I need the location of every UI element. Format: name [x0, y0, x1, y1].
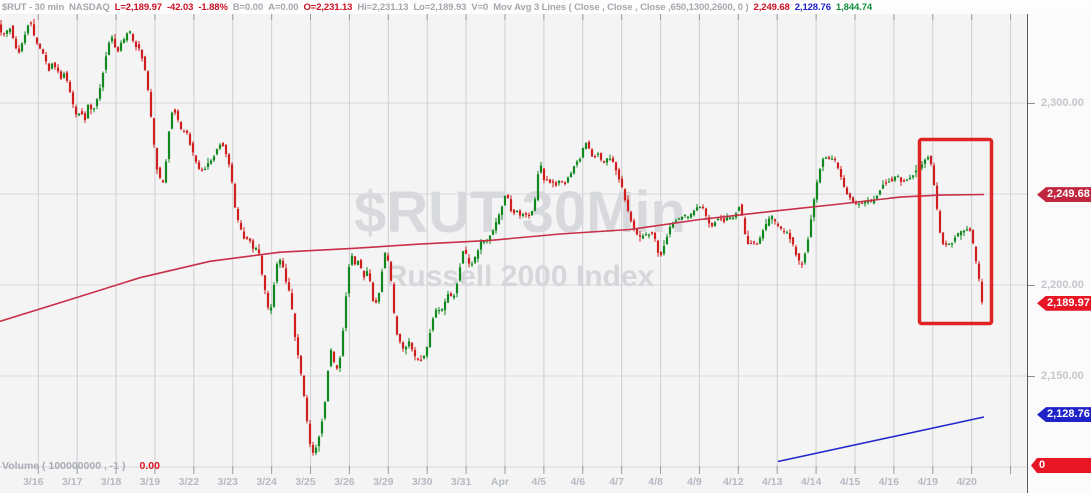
quote-token-6: A=0.00 [268, 1, 299, 13]
quote-token-9: Lo=2,189.93 [413, 1, 467, 13]
quote-token-13: 2,128.76 [794, 1, 831, 13]
quote-token-12: 2,249.68 [753, 1, 790, 13]
volume-label: Volume ( 100000000 , -1 ) [2, 460, 126, 472]
grid-lines [0, 13, 1027, 474]
quote-bar: $RUT - 30 min NASDAQ L=2,189.97 -42.03 -1.88… [0, 0, 1091, 14]
date-label-3-30: 3/30 [411, 476, 433, 488]
quote-token-10: V=0 [471, 1, 489, 13]
quote-token-11: Mov Avg 3 Lines ( Close , Close , Close … [493, 1, 749, 13]
volume-value: 0.00 [139, 460, 160, 472]
date-label-3-22: 3/22 [178, 476, 200, 488]
price-badge-0: 2,249.68 [1037, 187, 1091, 203]
date-label-4-6: 4/6 [570, 476, 586, 488]
price-axis-label-2: 2,150.00 [1041, 369, 1084, 382]
price-axis-label-1: 2,200.00 [1041, 278, 1084, 291]
quote-token-0: $RUT - 30 min [2, 1, 65, 13]
quote-token-5: B=0.00 [232, 1, 264, 13]
date-label-4-14: 4/14 [800, 476, 822, 488]
date-label-3-17: 3/17 [61, 476, 83, 488]
date-label-3-23: 3/23 [217, 476, 238, 488]
quote-token-2: L=2,189.97 [114, 1, 162, 13]
date-label-4-8: 4/8 [648, 476, 663, 488]
date-label-4-9: 4/9 [687, 476, 702, 488]
quote-token-1: NASDAQ [69, 1, 110, 13]
date-label-4-19: 4/19 [917, 476, 938, 488]
date-label-4-20: 4/20 [956, 476, 977, 488]
date-label-3-29: 3/29 [373, 476, 394, 488]
price-tick [1028, 284, 1035, 286]
price-tick [1028, 102, 1035, 104]
date-label-4-13: 4/13 [761, 476, 783, 488]
date-label-4-7: 4/7 [609, 476, 624, 488]
date-label-3-25: 3/25 [295, 476, 316, 488]
date-label-4-15: 4/15 [839, 476, 861, 488]
date-label-3-19: 3/19 [139, 476, 161, 488]
annotation-rectangle [917, 137, 994, 326]
date-label-3-16: 3/16 [23, 476, 44, 488]
price-badge-2: 2,128.76 [1037, 407, 1091, 423]
date-label-3-18: 3/18 [100, 476, 122, 488]
quote-token-4: -1.88% [198, 1, 228, 13]
volume-axis-badge: 0 [1031, 458, 1091, 473]
date-label-3-31: 3/31 [450, 476, 472, 488]
price-tick [1028, 375, 1035, 377]
date-label-3-24: 3/24 [256, 476, 277, 488]
quote-token-7: O=2,231.13 [303, 1, 353, 13]
price-badge-1: 2,189.97 [1037, 295, 1091, 311]
price-axis[interactable]: 2,300.00 2,200.00 2,150.00 2,249.68 2,189.97… [1027, 14, 1091, 493]
date-label-Apr: Apr [490, 476, 510, 488]
date-label-3-26: 3/26 [334, 476, 355, 488]
quote-token-3: -42.03 [166, 1, 194, 13]
volume-indicator-label: Volume ( 100000000 , -1 ) 0.00 [2, 460, 160, 472]
price-axis-label-0: 2,300.00 [1041, 96, 1084, 109]
date-label-4-5: 4/5 [531, 476, 547, 488]
moving-average-lines [0, 193, 985, 463]
quote-token-14: 1,844.74 [835, 1, 873, 13]
watermark-index-name: Russell 2000 Index [386, 260, 655, 293]
quote-token-8: Hi=2,231.13 [357, 1, 409, 13]
date-label-4-16: 4/16 [878, 476, 900, 488]
date-label-4-12: 4/12 [723, 476, 744, 488]
